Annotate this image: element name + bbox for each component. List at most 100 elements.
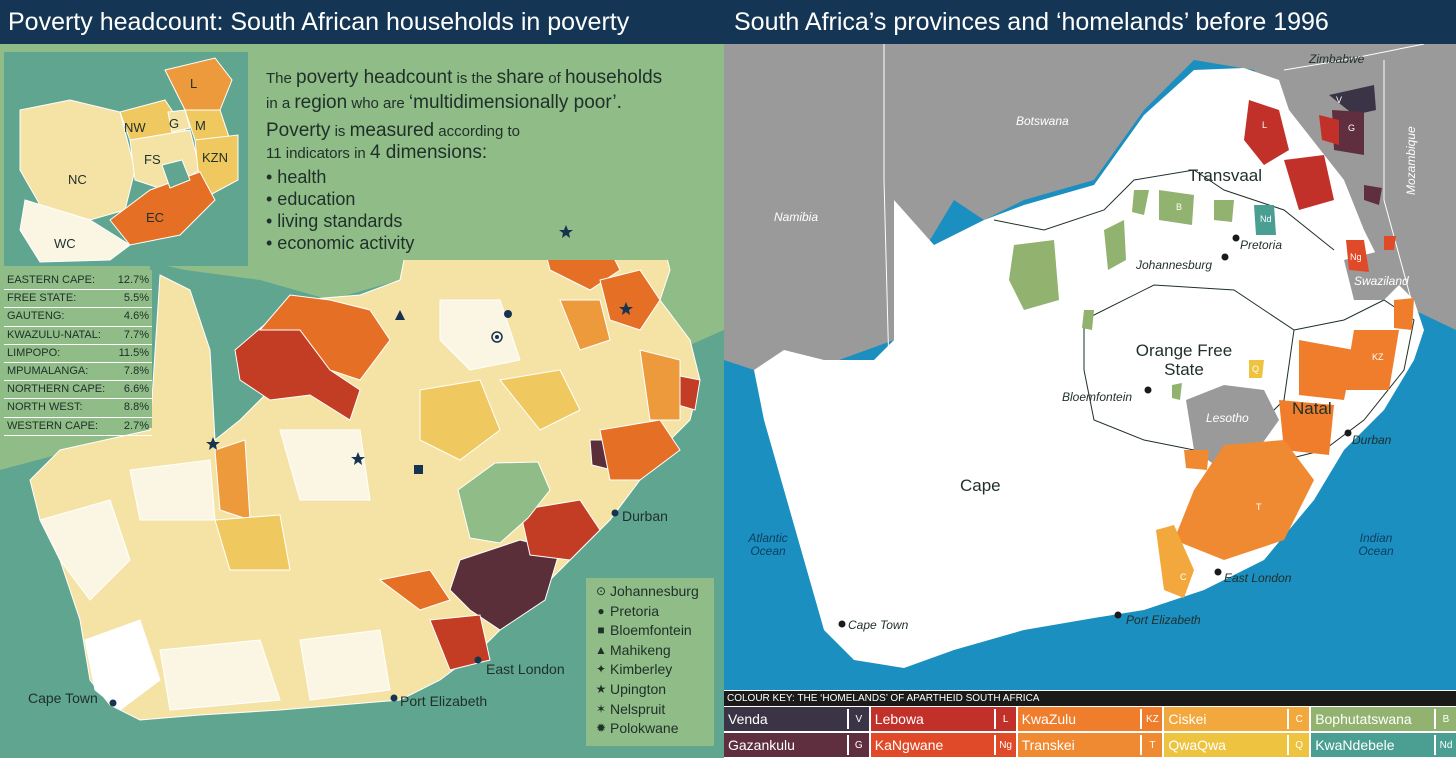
key-abbr: Ng — [994, 735, 1016, 755]
intro-line2-emph2: ‘multidimensionally poor’. — [409, 92, 622, 113]
stat-row: EASTERN CAPE: 12.7% — [4, 272, 152, 290]
key-transkei: Transkei T — [1018, 733, 1163, 757]
country-label-namibia: Namibia — [774, 210, 818, 224]
stat-value: 7.8% — [124, 363, 149, 380]
legend-label: Pretoria — [610, 602, 659, 622]
city-label-johannesburg: Johannesburg — [1136, 258, 1212, 272]
intro-para-2: Poverty is measured according to 11 indi… — [266, 120, 720, 164]
poverty-map-panel: Poverty headcount: South African househo… — [0, 0, 724, 758]
dimension-item: • economic activity — [266, 232, 720, 254]
legend-label: Nelspruit — [610, 700, 665, 720]
city-label-port-elizabeth: Port Elizabeth — [1126, 613, 1201, 627]
homeland-transkei-2 — [1184, 450, 1209, 470]
key-name: KwaNdebele — [1315, 737, 1394, 753]
homeland-bophutatswana-5 — [1082, 310, 1094, 330]
stat-value: 5.5% — [124, 290, 149, 307]
country-label-lesotho: Lesotho — [1206, 411, 1249, 425]
stat-name: FREE STATE: — [7, 290, 76, 307]
key-abbr: Nd — [1434, 735, 1456, 755]
mahikeng-icon: ▲ — [592, 641, 610, 661]
intro-line1-mid2: of — [548, 70, 561, 87]
key-name: Ciskei — [1168, 711, 1206, 727]
province-label-natal: Natal — [1292, 399, 1332, 418]
intro-line4-emph: 4 dimensions: — [370, 142, 487, 163]
key-lebowa: Lebowa L — [871, 707, 1016, 731]
stat-value: 4.6% — [124, 308, 149, 325]
right-title: South Africa’s provinces and ‘homelands’… — [724, 0, 1456, 44]
key-name: KwaZulu — [1022, 711, 1076, 727]
key-abbr: Q — [1287, 735, 1309, 755]
district-upington — [215, 440, 250, 520]
stat-name: NORTH WEST: — [7, 399, 83, 416]
key-name: Lebowa — [875, 711, 924, 727]
homeland-mark-g: G — [1348, 123, 1355, 133]
intro-line2-emph: region — [294, 92, 347, 113]
key-bophutatswana: Bophutatswana B — [1311, 707, 1456, 731]
durban-dot — [1345, 430, 1352, 437]
key-abbr: G — [847, 735, 869, 755]
legend-label: Kimberley — [610, 660, 672, 680]
legend-item: ⊙ Johannesburg — [586, 582, 714, 602]
key-kangwane: KaNgwane Ng — [871, 733, 1016, 757]
province-stats: EASTERN CAPE: 12.7% FREE STATE: 5.5% GAUTE… — [4, 272, 152, 436]
stat-value: 12.7% — [118, 272, 149, 289]
ocean-label-atlantic: Atlantic Ocean — [742, 532, 794, 558]
city-label-port-elizabeth: Port Elizabeth — [400, 693, 487, 709]
homeland-mark-l: L — [1262, 120, 1267, 130]
homeland-mark-q: Q — [1252, 364, 1259, 374]
pretoria-dot — [1233, 235, 1240, 242]
key-kwandebele: KwaNdebele Nd — [1311, 733, 1456, 757]
intro-line1-pre: The — [266, 70, 292, 87]
country-label-zimbabwe: Zimbabwe — [1309, 52, 1364, 66]
intro-line3-mid: is — [335, 123, 346, 140]
key-abbr: B — [1434, 709, 1456, 729]
nelspruit-icon: ✶ — [592, 700, 610, 720]
key-name: Gazankulu — [728, 737, 795, 753]
district-northern-cape-1 — [130, 460, 215, 520]
johannesburg-dot — [1222, 254, 1229, 261]
stat-name: WESTERN CAPE: — [7, 418, 98, 435]
kimberley-icon: ✦ — [592, 660, 610, 680]
inset-label-g: G — [169, 116, 179, 131]
bloemfontein-icon: ■ — [592, 621, 610, 641]
legend-label: Bloemfontein — [610, 621, 692, 641]
key-name: QwaQwa — [1168, 737, 1226, 753]
homelands-map-panel: South Africa’s provinces and ‘homelands’… — [724, 0, 1456, 758]
legend-item: ✶ Nelspruit — [586, 700, 714, 720]
key-abbr: C — [1287, 709, 1309, 729]
inset-label-wc: WC — [54, 236, 76, 251]
key-name: KaNgwane — [875, 737, 944, 753]
homeland-bophutatswana-6 — [1214, 200, 1234, 222]
stat-name: GAUTENG: — [7, 308, 64, 325]
stat-value: 8.8% — [124, 399, 149, 416]
intro-line3-emph: Poverty — [266, 120, 330, 141]
dimension-item: • health — [266, 166, 720, 188]
intro-line4-pre: 11 indicators in — [266, 145, 366, 162]
legend-label: Upington — [610, 680, 666, 700]
homeland-mark-t: T — [1256, 502, 1262, 512]
upington-icon: ★ — [592, 680, 610, 700]
stat-value: 2.7% — [124, 418, 149, 435]
key-kwazulu: KwaZulu KZ — [1018, 707, 1163, 731]
district-western-cape-3 — [160, 640, 280, 710]
left-title: Poverty headcount: South African househo… — [0, 0, 724, 44]
country-label-mozambique: Mozambique — [1404, 126, 1418, 195]
homelands-map — [724, 0, 1456, 758]
cape-town-dot — [110, 700, 117, 707]
city-legend: ⊙ Johannesburg ● Pretoria ■ Bloemfontein ▲ M… — [586, 578, 714, 746]
stat-name: EASTERN CAPE: — [7, 272, 95, 289]
homeland-mark-v: V — [1336, 95, 1342, 105]
city-label-cape-town: Cape Town — [28, 690, 98, 706]
stat-name: MPUMALANGA: — [7, 363, 88, 380]
homeland-kangwane-2 — [1384, 236, 1396, 250]
stat-name: NORTHERN CAPE: — [7, 381, 105, 398]
stat-name: KWAZULU-NATAL: — [7, 327, 101, 344]
key-abbr: L — [994, 709, 1016, 729]
key-abbr: KZ — [1140, 709, 1162, 729]
homeland-mark-kz: KZ — [1372, 352, 1384, 362]
intro-line1-mid: is the — [457, 70, 493, 87]
intro-line3-emph2: measured — [350, 120, 435, 141]
stat-row: NORTHERN CAPE: 6.6% — [4, 381, 152, 399]
key-name: Bophutatswana — [1315, 711, 1412, 727]
key-name: Transkei — [1022, 737, 1075, 753]
